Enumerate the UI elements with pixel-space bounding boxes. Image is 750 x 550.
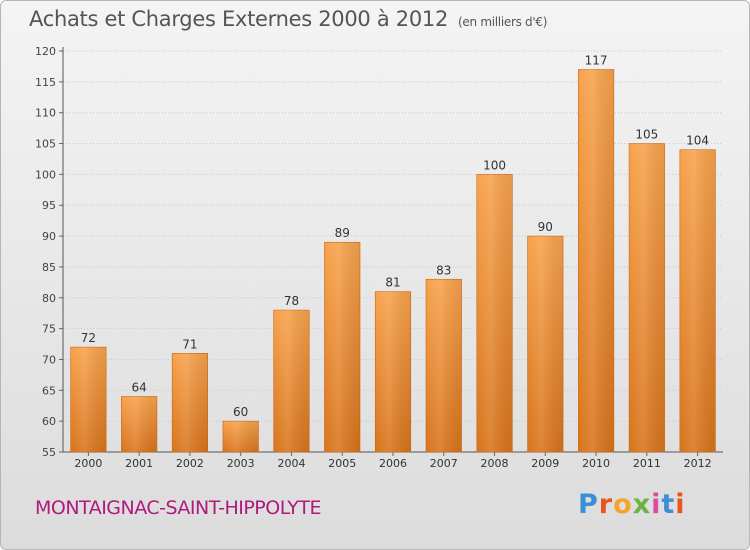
bar-value-label: 64 — [132, 380, 147, 394]
y-tick-label: 115 — [35, 76, 56, 89]
bar-value-label: 71 — [182, 337, 197, 351]
bar-shine — [121, 396, 157, 452]
bar-shine — [324, 242, 360, 452]
bar-value-label: 100 — [483, 158, 506, 172]
bar-shine — [426, 279, 462, 452]
bar-shine — [629, 143, 665, 453]
chart-unit: (en milliers d'€) — [458, 15, 548, 29]
x-tick-label: 2008 — [481, 457, 509, 470]
bar-value-label: 105 — [635, 128, 658, 142]
bar-value-label: 78 — [284, 294, 299, 308]
y-tick-label: 110 — [35, 107, 56, 120]
bar-shine — [70, 347, 107, 452]
bar-shine — [527, 236, 564, 452]
logo-letter: P — [578, 489, 599, 520]
y-tick-label: 85 — [42, 261, 56, 274]
x-tick-label: 2009 — [531, 457, 559, 470]
logo-letter: o — [613, 489, 633, 520]
bar-value-label: 90 — [538, 220, 553, 234]
bar-value-label: 81 — [385, 276, 400, 290]
x-tick-label: 2010 — [582, 457, 610, 470]
bar-shine — [578, 69, 614, 452]
y-tick-label: 80 — [42, 292, 56, 305]
logo-letter: i — [651, 489, 662, 520]
logo-letter: t — [661, 489, 676, 520]
bar-shine — [172, 353, 208, 452]
y-tick-label: 70 — [42, 353, 56, 366]
y-tick-label: 95 — [42, 199, 56, 212]
bar-value-label: 72 — [81, 331, 96, 345]
bar-value-label: 117 — [585, 54, 608, 68]
bar-shine — [476, 174, 513, 452]
labels-layer: 55 60 65 70 75 80 85 90 95 100 105 110 115 120 72 2000 6… — [35, 45, 712, 470]
y-tick-label: 120 — [35, 45, 56, 58]
bars-layer — [70, 69, 716, 453]
logo-letter: i — [675, 489, 686, 520]
bar-value-label: 83 — [436, 263, 451, 277]
x-tick-label: 2006 — [379, 457, 407, 470]
chart-title-text: Achats et Charges Externes 2000 à 2012 — [29, 7, 449, 31]
y-tick-label: 90 — [42, 230, 56, 243]
bar-shine — [222, 421, 259, 452]
y-tick-label: 75 — [42, 323, 56, 336]
x-tick-label: 2003 — [227, 457, 255, 470]
x-tick-label: 2011 — [633, 457, 661, 470]
bar-value-label: 89 — [335, 226, 350, 240]
logo-letter: x — [632, 489, 652, 520]
chart-title: Achats et Charges Externes 2000 à 2012 (e… — [29, 7, 547, 31]
y-tick-label: 100 — [35, 168, 56, 181]
y-tick-label: 60 — [42, 415, 56, 428]
y-tick-label: 55 — [42, 446, 56, 459]
x-tick-label: 2005 — [328, 457, 356, 470]
x-tick-label: 2007 — [430, 457, 458, 470]
bar-value-label: 104 — [686, 134, 709, 148]
bar-value-label: 60 — [233, 405, 248, 419]
y-tick-label: 105 — [35, 138, 56, 151]
bar-shine — [273, 310, 310, 452]
y-tick-label: 65 — [42, 384, 56, 397]
logo-letter: r — [598, 489, 614, 520]
bar-shine — [375, 291, 411, 452]
x-tick-label: 2002 — [176, 457, 204, 470]
x-tick-label: 2000 — [74, 457, 102, 470]
x-tick-label: 2001 — [125, 457, 153, 470]
x-tick-label: 2004 — [277, 457, 305, 470]
proxiti-logo: Proxiti — [578, 489, 686, 520]
x-tick-label: 2012 — [684, 457, 712, 470]
bar-shine — [679, 149, 716, 452]
commune-name: MONTAIGNAC-SAINT-HIPPOLYTE — [35, 497, 322, 519]
